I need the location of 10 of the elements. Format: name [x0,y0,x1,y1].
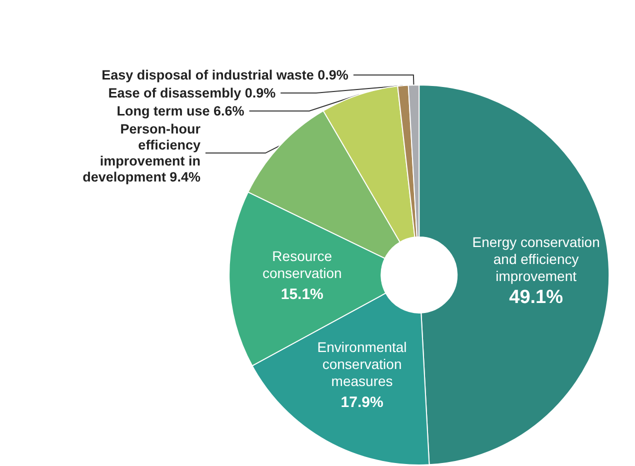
data-label: 15.1% [280,286,324,304]
slice-label: Environmental conservation measures [317,339,407,390]
data-label: 49.1% [509,286,564,308]
slice-label: Easy disposal of industrial waste 0.9% [102,68,348,83]
slice-label: Energy conservation and efficiency improvement [472,234,600,284]
data-label: 17.9% [340,394,384,412]
slice-label: Resource conservation [262,248,342,282]
slice-label: Long term use 6.6% [116,104,244,119]
slice-label: Ease of disassembly 0.9% [108,86,276,101]
slice-label: Person-hour efficiency improvement in development 9.4% [82,122,202,185]
